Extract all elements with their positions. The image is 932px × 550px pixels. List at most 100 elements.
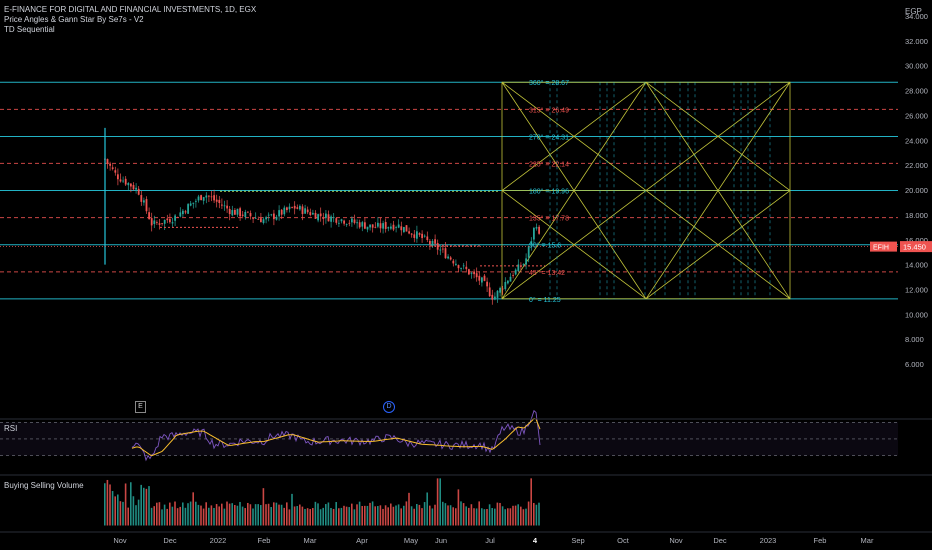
rsi-pane-title[interactable]: RSI <box>4 424 18 433</box>
volume-bar <box>460 501 462 526</box>
volume-bar <box>377 506 379 526</box>
currency-label: EGP <box>905 7 922 16</box>
pane-separators[interactable] <box>0 418 932 533</box>
candle-body <box>127 183 130 186</box>
volume-bar <box>288 509 291 526</box>
volume-bar <box>494 508 496 526</box>
candle-body <box>504 281 507 290</box>
volume-bar <box>137 499 140 526</box>
candle-body <box>434 239 436 244</box>
time-tick: 2022 <box>210 536 227 545</box>
volume-bar <box>208 507 210 526</box>
volume-bar <box>512 505 514 526</box>
symbol-title[interactable]: E-FINANCE FOR DIGITAL AND FINANCIAL INVE… <box>4 5 257 14</box>
volume-bar <box>325 504 327 526</box>
volume-bar <box>520 506 522 526</box>
candle-body <box>280 209 283 215</box>
candle-body <box>530 241 533 245</box>
indicator-td-sequential[interactable]: TD Sequential <box>4 25 55 34</box>
candle-body <box>332 217 335 219</box>
volume-bar <box>182 502 184 526</box>
candle-body <box>247 211 249 213</box>
candle-body <box>348 222 351 224</box>
candle-body <box>488 287 491 297</box>
volume-pane[interactable]: 5M0 <box>104 478 915 526</box>
gann-star-line <box>645 190 791 300</box>
candle-body <box>356 222 358 224</box>
volume-bar <box>286 502 288 526</box>
candle-body <box>309 212 312 216</box>
volume-bar <box>312 508 314 526</box>
volume-bar <box>267 503 270 526</box>
candle-body <box>158 223 161 225</box>
candle-body <box>286 207 288 211</box>
candle-body <box>223 205 226 207</box>
price-tick: 8.000 <box>905 335 924 344</box>
candle-body <box>410 233 413 235</box>
volume-bar <box>179 506 181 526</box>
candle-body <box>512 275 514 276</box>
candle-body <box>390 226 392 229</box>
candle-body <box>260 218 262 223</box>
time-tick: Dec <box>713 536 727 545</box>
volume-pane-title[interactable]: Buying Selling Volume <box>4 481 84 490</box>
volume-bar <box>418 504 421 526</box>
time-tick: Mar <box>861 536 874 545</box>
candle-body <box>205 195 208 198</box>
volume-bar <box>109 484 111 526</box>
gann-level-label: 360° = 28.67 <box>529 79 569 87</box>
candle-body <box>397 224 400 228</box>
candle-body <box>366 226 369 230</box>
volume-bar <box>213 507 215 526</box>
candle-body <box>195 200 197 202</box>
time-tick: Mar <box>304 536 317 545</box>
rsi-ma-line <box>131 418 541 457</box>
volume-bar <box>114 496 116 526</box>
time-axis[interactable]: Nov Dec 2022 Feb Mar Apr May Jun Jul 4 Sep Oct Nov De… <box>113 536 874 545</box>
volume-bar <box>171 506 174 526</box>
rsi-band <box>0 422 898 456</box>
price-tick: 12.000 <box>905 285 928 294</box>
volume-bar <box>535 504 538 526</box>
candle-body <box>301 206 304 215</box>
gann-level-label: 180° = 19.96 <box>529 188 569 196</box>
ticker-tag: EFIH <box>873 245 889 252</box>
dividend-marker[interactable]: D <box>383 401 395 413</box>
candle-body <box>319 213 322 217</box>
volume-bar <box>507 508 509 526</box>
volume-bar <box>278 504 280 526</box>
time-tick: Sep <box>571 536 584 545</box>
gann-star-line <box>501 81 647 191</box>
rsi-pane[interactable]: 80.0040.00 <box>0 409 924 462</box>
candle-body <box>442 248 444 250</box>
volume-bar <box>117 494 119 526</box>
price-tick: 10.000 <box>905 310 928 319</box>
volume-bar <box>369 502 371 526</box>
candle-body <box>473 271 475 275</box>
volume-bar <box>384 505 387 526</box>
candle-body <box>345 224 348 225</box>
indicator-gann-star[interactable]: Price Angles & Gann Star By Se7s - V2 <box>4 15 144 24</box>
earnings-marker[interactable]: E <box>135 401 146 413</box>
candle-body <box>182 210 184 215</box>
candle-body <box>483 275 486 281</box>
volume-bar <box>215 504 218 526</box>
candle-body <box>210 196 213 198</box>
candle-body <box>522 264 525 266</box>
volume-bar <box>148 486 150 526</box>
volume-bar <box>439 478 441 526</box>
candle-body <box>135 187 137 190</box>
volume-bar <box>119 501 122 526</box>
volume-bar <box>413 508 415 526</box>
candle-body <box>270 214 273 216</box>
candle-body <box>122 180 124 182</box>
price-tick: 24.000 <box>905 136 928 145</box>
candle-body <box>176 217 179 218</box>
time-tick: 4 <box>533 536 538 545</box>
volume-bar <box>434 504 436 526</box>
volume-bar <box>145 488 148 526</box>
candle-body <box>509 276 512 282</box>
volume-bar <box>496 502 499 526</box>
